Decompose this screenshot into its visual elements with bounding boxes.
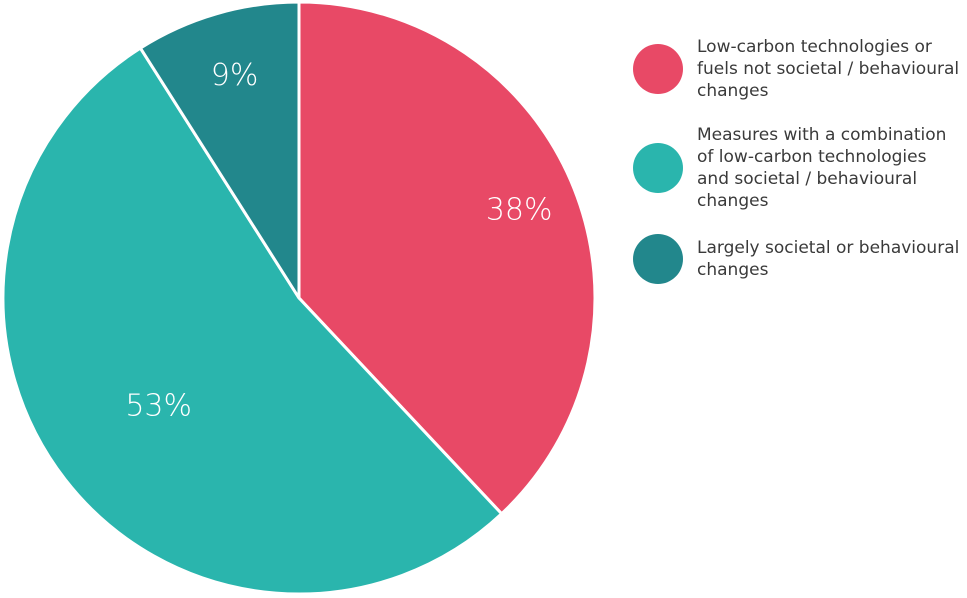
pie-slice-combination	[1, 46, 504, 596]
pie-chart: 38% 53% 9%	[1, 0, 597, 596]
legend-label-low-carbon: Low-carbon technologies or fuels not soc…	[697, 37, 960, 101]
pie-value-labels: 38% 53% 9%	[125, 58, 552, 424]
legend: Low-carbon technologies or fuels not soc…	[633, 36, 963, 306]
pie-slice-low-carbon	[297, 0, 597, 516]
legend-label-societal: Largely societal or behavioural changes	[697, 238, 960, 280]
pie-label-societal: 9%	[211, 58, 259, 93]
pie-slices	[1, 0, 597, 596]
legend-swatch-low-carbon	[633, 44, 683, 94]
legend-item-societal: Largely societal or behavioural changes	[633, 234, 963, 284]
pie-label-combination: 53%	[125, 388, 192, 423]
legend-item-combination: Measures with a combination of low-carbo…	[633, 124, 963, 212]
pie-label-low-carbon: 38%	[486, 192, 553, 227]
legend-label-combination: Measures with a combination of low-carbo…	[697, 125, 947, 211]
legend-item-low-carbon: Low-carbon technologies or fuels not soc…	[633, 36, 963, 102]
legend-swatch-combination	[633, 143, 683, 193]
legend-swatch-societal	[633, 234, 683, 284]
pie-slice-societal	[138, 0, 301, 300]
